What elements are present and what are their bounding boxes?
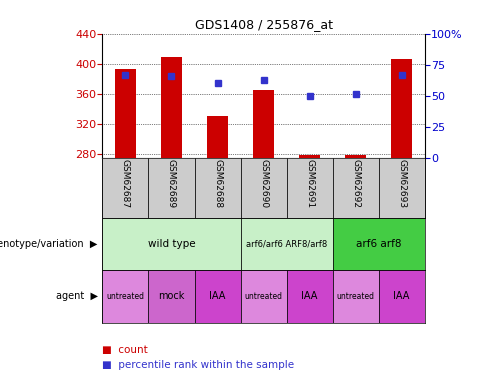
Bar: [391, 58, 412, 158]
Text: wild type: wild type: [148, 239, 195, 249]
Bar: [115, 69, 136, 158]
Bar: [253, 90, 274, 158]
Bar: [195, 158, 241, 218]
Text: GSM62690: GSM62690: [259, 159, 268, 209]
Bar: [299, 155, 320, 158]
Bar: [379, 270, 425, 322]
Bar: [379, 158, 425, 218]
Bar: [195, 270, 241, 322]
Bar: [102, 217, 241, 270]
Bar: [286, 158, 332, 218]
Text: IAA: IAA: [393, 291, 410, 301]
Text: untreated: untreated: [106, 292, 144, 301]
Bar: [332, 158, 379, 218]
Text: IAA: IAA: [209, 291, 225, 301]
Text: GSM62688: GSM62688: [213, 159, 222, 209]
Text: arf6/arf6 ARF8/arf8: arf6/arf6 ARF8/arf8: [246, 239, 327, 248]
Text: untreated: untreated: [244, 292, 283, 301]
Bar: [241, 217, 332, 270]
Text: GSM62687: GSM62687: [121, 159, 130, 209]
Bar: [332, 270, 379, 322]
Bar: [286, 270, 332, 322]
Bar: [332, 217, 425, 270]
Bar: [148, 270, 195, 322]
Bar: [102, 270, 148, 322]
Bar: [102, 158, 148, 218]
Bar: [241, 158, 286, 218]
Bar: [207, 116, 228, 158]
Text: ■  count: ■ count: [102, 345, 148, 355]
Text: GSM62691: GSM62691: [305, 159, 314, 209]
Text: arf6 arf8: arf6 arf8: [356, 239, 401, 249]
Text: GSM62689: GSM62689: [167, 159, 176, 209]
Bar: [241, 270, 286, 322]
Text: mock: mock: [158, 291, 184, 301]
Text: GSM62693: GSM62693: [397, 159, 406, 209]
Text: agent  ▶: agent ▶: [56, 291, 98, 301]
Text: untreated: untreated: [337, 292, 375, 301]
Bar: [148, 158, 195, 218]
Bar: [161, 57, 182, 158]
Bar: [345, 154, 366, 158]
Text: ■  percentile rank within the sample: ■ percentile rank within the sample: [102, 360, 295, 370]
Text: IAA: IAA: [302, 291, 318, 301]
Text: GSM62692: GSM62692: [351, 159, 360, 208]
Text: genotype/variation  ▶: genotype/variation ▶: [0, 239, 98, 249]
Title: GDS1408 / 255876_at: GDS1408 / 255876_at: [195, 18, 332, 31]
